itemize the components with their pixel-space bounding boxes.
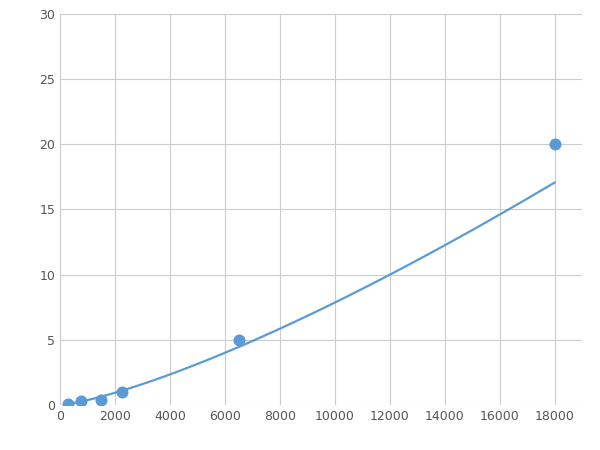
Point — [550, 140, 559, 148]
Point — [76, 397, 85, 405]
Point — [234, 336, 244, 343]
Point — [117, 388, 127, 396]
Point — [97, 397, 106, 404]
Point — [64, 400, 73, 407]
